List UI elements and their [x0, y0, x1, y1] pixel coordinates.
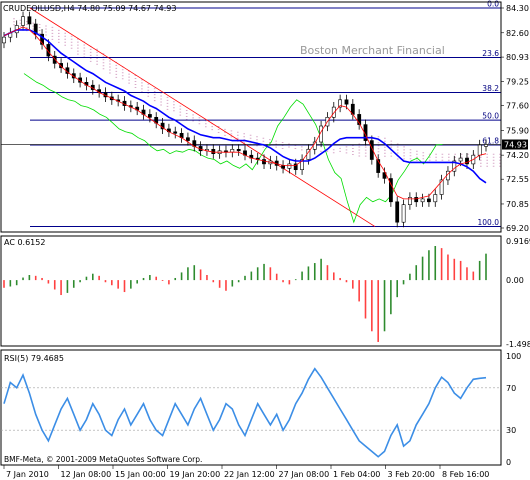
ac-label: AC 0.6152	[4, 238, 45, 247]
time-axis-label: 27 Jan 08:00	[279, 470, 330, 479]
candle-body	[148, 114, 152, 118]
candle-body	[420, 198, 425, 203]
price-axis-label: 72.55	[506, 175, 529, 184]
candle-body	[287, 163, 292, 169]
rsi-axis-label: 0	[506, 458, 511, 467]
ac-axis-label: 0.9169	[506, 237, 530, 246]
candle-body	[388, 178, 393, 203]
candle-body	[407, 197, 412, 205]
rsi-axis: 100 70 30 0	[506, 352, 521, 467]
candle-body	[395, 201, 400, 223]
time-axis-label: 3 Feb 20:00	[388, 470, 435, 479]
candle-body	[401, 204, 406, 223]
main-pane-frame	[0, 1, 502, 233]
fibo-level-label: 61.8	[482, 136, 499, 145]
candle-body	[465, 157, 469, 165]
candle-body	[52, 55, 57, 64]
chart-header: CRUDEOILUSD,H4 74.80 75.09 74.67 74.93	[3, 4, 176, 13]
candle-body	[414, 197, 419, 203]
candle-body	[230, 149, 235, 153]
time-axis-label: 19 Jan 20:00	[170, 470, 221, 479]
fibo-level-label: 100.0	[478, 218, 500, 227]
rsi-line	[3, 367, 487, 458]
candle-body	[439, 179, 444, 195]
price-axis-label: 70.85	[506, 200, 529, 209]
time-axis-label: 7 Jan 2010	[6, 470, 49, 479]
ac-axis-label: 0.00	[506, 276, 524, 285]
candle-body	[173, 131, 178, 134]
rsi-label: RSI(5) 79.4685	[4, 354, 64, 363]
ac-pane-frame	[0, 235, 502, 347]
time-axis-label: 12 Jan 08:00	[61, 470, 112, 479]
candle-body	[338, 99, 343, 108]
candle-body	[2, 36, 6, 44]
time-axis: 7 Jan 2010 12 Jan 08:00 15 Jan 00:00 19 Jan…	[3, 465, 489, 479]
time-axis-label: 1 Feb 04:00	[333, 470, 380, 479]
candle-body	[186, 137, 190, 141]
candle-body	[344, 99, 349, 105]
chikou-span-line	[23, 73, 443, 224]
candle-body	[433, 194, 438, 203]
candle-body	[59, 63, 64, 69]
candlesticks	[2, 11, 488, 228]
trend-line[interactable]	[29, 7, 376, 227]
price-axis-label: 79.25	[506, 78, 529, 87]
price-axis-label: 69.20	[506, 224, 529, 233]
price-axis-label: 77.60	[506, 102, 529, 111]
kijun-sen-line	[3, 29, 487, 184]
rsi-axis-label: 30	[506, 426, 516, 435]
ac-histogram	[3, 245, 487, 342]
rsi-axis-label: 70	[506, 384, 516, 393]
price-axis-label: 82.60	[506, 29, 529, 38]
candle-body	[281, 165, 286, 169]
candle-body	[211, 149, 216, 155]
ac-axis-label: -1.4981	[506, 340, 530, 349]
candle-body	[293, 163, 298, 170]
candle-body	[27, 16, 32, 25]
candle-body	[331, 106, 336, 118]
fibo-level-label: 0.0	[487, 0, 499, 9]
price-axis-label: 75.90	[506, 126, 529, 135]
candle-body	[458, 157, 463, 162]
price-axis-label: 80.93	[506, 53, 529, 62]
rsi-axis-label: 100	[506, 352, 521, 361]
copyright: BMF-Meta, © 2001-2009 MetaQuotes Softwar…	[4, 455, 202, 464]
fibo-level-label: 23.6	[482, 49, 499, 58]
candle-body	[33, 23, 38, 35]
time-axis-label: 15 Jan 00:00	[115, 470, 166, 479]
candle-body	[477, 144, 482, 156]
fibo-level-label: 38.2	[482, 84, 499, 93]
candle-body	[236, 149, 241, 152]
svg-text:74.93: 74.93	[504, 141, 527, 150]
candle-body	[46, 44, 51, 57]
ac-pane[interactable]: AC 0.6152 0.9169 0.00 -1.4981	[0, 235, 530, 349]
candle-body	[274, 160, 279, 166]
time-axis-label: 22 Jan 12:00	[224, 470, 275, 479]
rsi-pane[interactable]: RSI(5) 79.4685 BMF-Meta, © 2001-2009 Met…	[0, 349, 521, 467]
price-axis-label: 74.20	[506, 151, 529, 160]
candle-body	[484, 144, 488, 147]
main-pane[interactable]: 0.0 23.6 38.2 50.0 61.8 100.0 CRUDEOILUSD,H4 …	[0, 0, 529, 233]
price-axis-label: 84.30	[506, 4, 529, 13]
candle-body	[369, 140, 374, 160]
candle-body	[426, 198, 431, 203]
candle-body	[40, 33, 45, 45]
candle-body	[452, 160, 457, 172]
candle-body	[300, 159, 305, 170]
candle-body	[376, 159, 381, 173]
candle-body	[262, 159, 266, 165]
watermark: Boston Merchant Financial	[300, 44, 445, 57]
time-axis-label: 8 Feb 16:00	[442, 470, 489, 479]
ac-axis: 0.9169 0.00 -1.4981	[506, 237, 530, 349]
candle-body	[21, 16, 25, 26]
tenkan-sen-line	[3, 26, 487, 200]
rsi-pane-frame	[0, 349, 502, 466]
candle-body	[382, 172, 387, 179]
price-tag: 74.93	[502, 139, 528, 150]
candle-body	[357, 114, 362, 125]
price-axis: 84.30 82.60 80.93 79.25 77.60 75.90 74.20 72.55…	[501, 4, 529, 233]
fibo-level-label: 50.0	[482, 112, 499, 121]
